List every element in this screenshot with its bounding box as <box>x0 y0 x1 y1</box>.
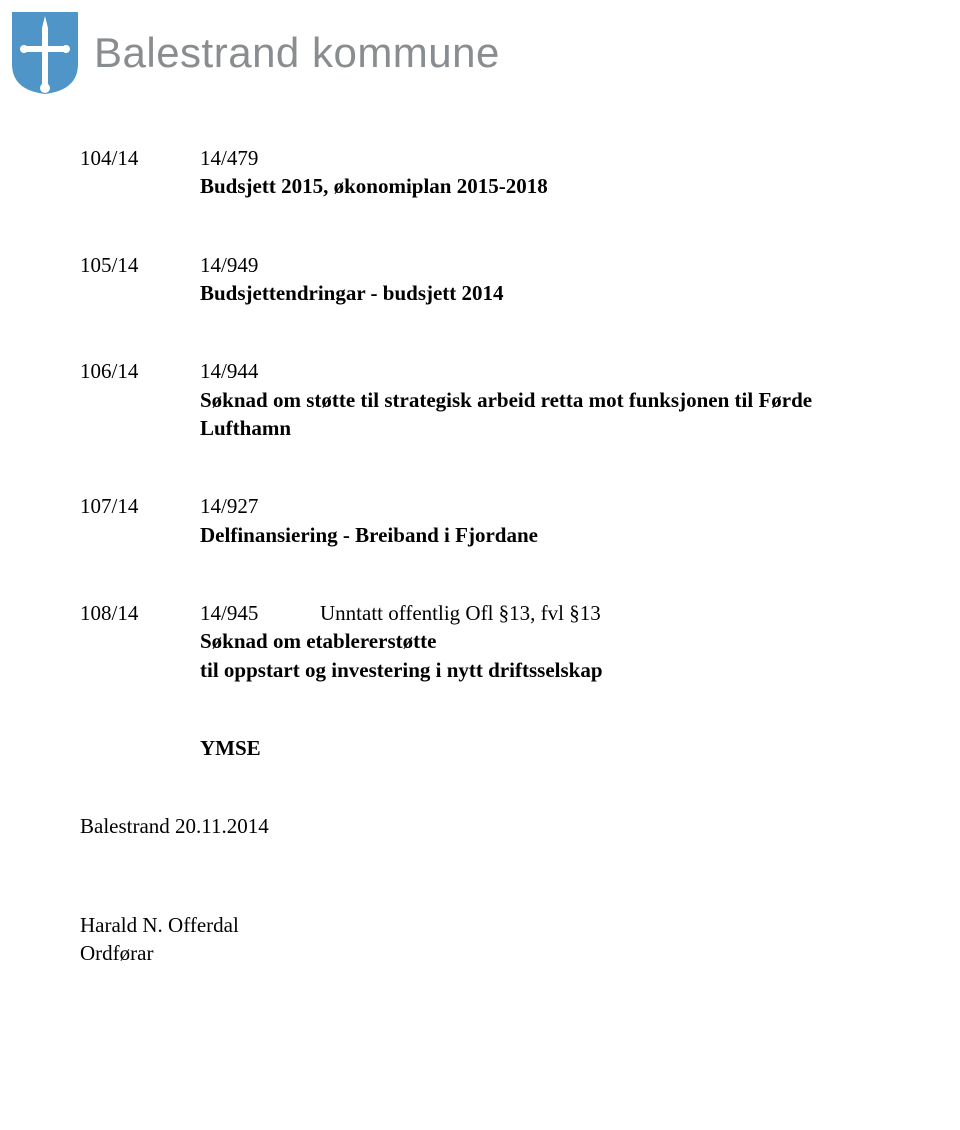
case-number: 105/14 <box>80 251 200 279</box>
ref-number: 14/479 <box>200 144 320 172</box>
item-note: Unntatt offentlig Ofl §13, fvl §13 <box>320 599 880 627</box>
item-title: Søknad om støtte til strategisk arbeid r… <box>80 386 880 443</box>
agenda-item: 105/14 14/949 Budsjettendringar - budsje… <box>80 251 880 308</box>
ref-number: 14/945 <box>200 599 320 627</box>
case-number: 108/14 <box>80 599 200 627</box>
case-number: 107/14 <box>80 492 200 520</box>
item-title: Budsjettendringar - budsjett 2014 <box>80 279 880 307</box>
item-title: Delfinansiering - Breiband i Fjordane <box>80 521 880 549</box>
ref-number: 14/949 <box>200 251 320 279</box>
item-title: Søknad om etablererstøtte <box>80 627 880 655</box>
agenda-item: 108/14 14/945 Unntatt offentlig Ofl §13,… <box>80 599 880 684</box>
signatory-name: Harald N. Offerdal <box>80 911 880 939</box>
shield-sword-logo <box>10 10 80 96</box>
place-date: Balestrand 20.11.2014 <box>80 812 880 840</box>
agenda-item: 104/14 14/479 Budsjett 2015, økonomiplan… <box>80 144 880 201</box>
agenda-item: 107/14 14/927 Delfinansiering - Breiband… <box>80 492 880 549</box>
ref-number: 14/927 <box>200 492 320 520</box>
case-number: 106/14 <box>80 357 200 385</box>
agenda-item: 106/14 14/944 Søknad om støtte til strat… <box>80 357 880 442</box>
document-body: 104/14 14/479 Budsjett 2015, økonomiplan… <box>0 96 960 968</box>
ymse-label: YMSE <box>80 734 880 762</box>
case-number: 104/14 <box>80 144 200 172</box>
item-title: Budsjett 2015, økonomiplan 2015-2018 <box>80 172 880 200</box>
ref-number: 14/944 <box>200 357 320 385</box>
document-header: Balestrand kommune <box>0 0 960 96</box>
org-name: Balestrand kommune <box>94 29 500 77</box>
signatory-role: Ordførar <box>80 939 880 967</box>
item-subtitle: til oppstart og investering i nytt drift… <box>80 656 880 684</box>
